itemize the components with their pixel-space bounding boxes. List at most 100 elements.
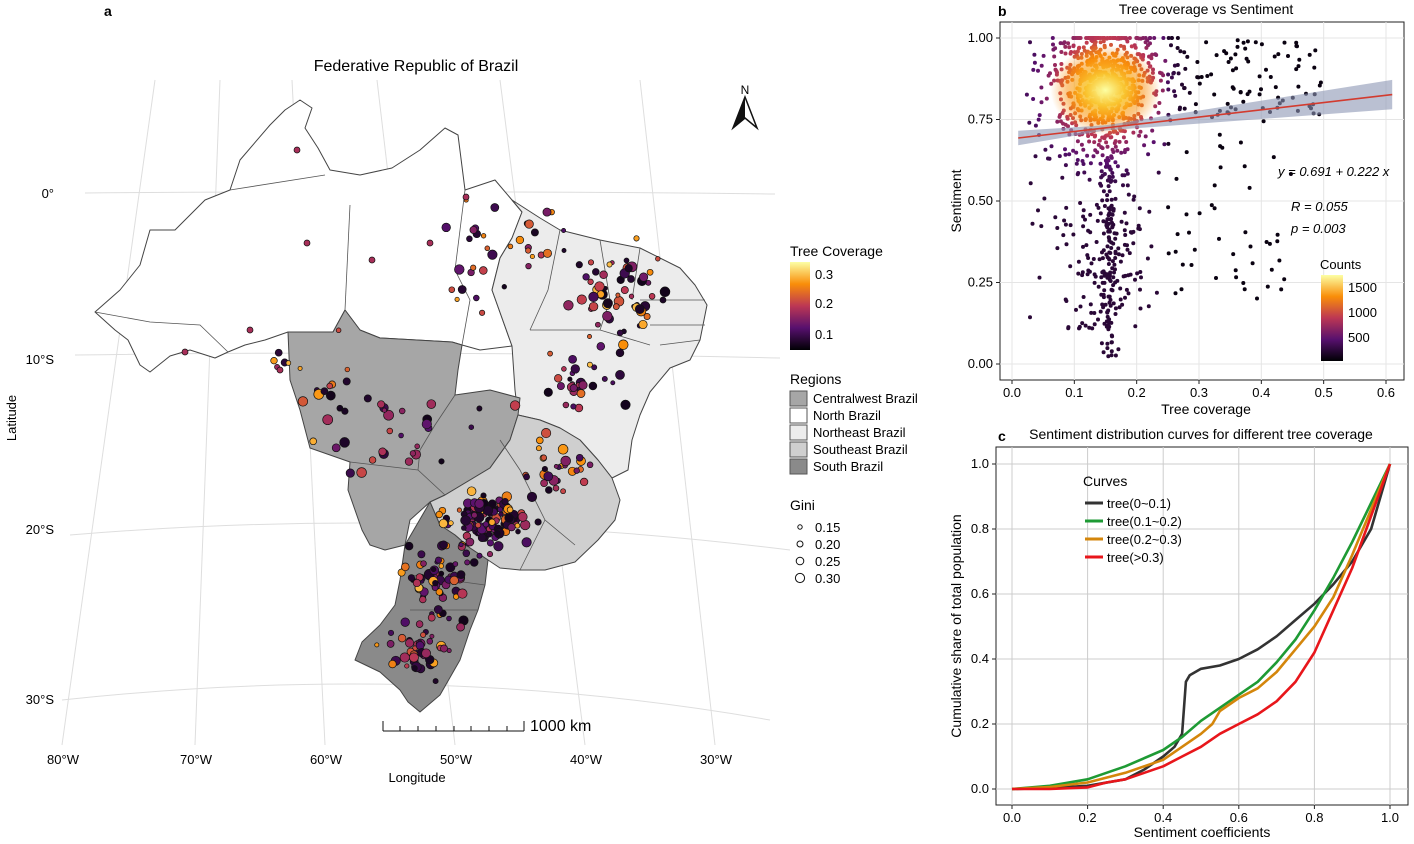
city-point bbox=[576, 294, 587, 305]
city-point bbox=[469, 225, 478, 234]
city-point bbox=[602, 298, 613, 309]
scatter-point bbox=[1039, 85, 1044, 90]
scatter-point bbox=[1064, 242, 1069, 247]
fit-line bbox=[1018, 93, 1393, 139]
scatter-point bbox=[1160, 88, 1165, 93]
scatter-point bbox=[1166, 87, 1171, 92]
scatter-point bbox=[1151, 140, 1156, 145]
gini-legend-circle bbox=[796, 540, 804, 548]
scatter-point bbox=[1108, 251, 1113, 255]
scatter-point bbox=[1107, 300, 1112, 305]
scatter-point bbox=[1055, 226, 1060, 230]
gini-legend-circle bbox=[797, 524, 803, 530]
scatter-point bbox=[1178, 105, 1182, 110]
city-point bbox=[624, 264, 633, 273]
city-point bbox=[615, 292, 621, 298]
lon-tick: 70°W bbox=[180, 752, 213, 767]
city-point bbox=[561, 248, 567, 253]
scatter-point bbox=[1138, 306, 1143, 311]
scatter-point bbox=[1318, 80, 1323, 85]
scatter-point bbox=[1113, 306, 1118, 311]
scatter-point bbox=[1104, 140, 1109, 145]
scatter-point bbox=[1063, 51, 1068, 56]
scatter-point bbox=[1269, 267, 1274, 272]
city-point bbox=[543, 248, 552, 258]
scatter-point bbox=[1118, 286, 1123, 291]
city-point bbox=[420, 560, 427, 567]
scatter-point bbox=[1096, 317, 1100, 322]
scatter-point bbox=[1217, 236, 1221, 241]
scatter-point bbox=[1184, 150, 1189, 155]
region-north bbox=[94, 99, 523, 373]
scatter-point bbox=[1111, 207, 1116, 211]
scatter-point bbox=[1166, 36, 1171, 40]
scatter-x-tick-label: 0.1 bbox=[1065, 385, 1083, 400]
scatter-point bbox=[1171, 70, 1176, 75]
city-point bbox=[514, 522, 521, 529]
scatter-point bbox=[1106, 308, 1111, 313]
scatter-point bbox=[1175, 46, 1180, 50]
scatter-point bbox=[1124, 140, 1129, 144]
city-point bbox=[435, 510, 443, 519]
scatter-point bbox=[1062, 218, 1067, 223]
city-point bbox=[556, 382, 565, 391]
scatter-point bbox=[1187, 90, 1192, 95]
city-point bbox=[501, 497, 509, 506]
scatter-point bbox=[1061, 121, 1065, 126]
city-point bbox=[462, 549, 471, 558]
region-legend-label: Southeast Brazil bbox=[813, 442, 908, 457]
scatter-point bbox=[1107, 189, 1112, 194]
city-point bbox=[368, 456, 377, 464]
scatter-point bbox=[1057, 154, 1062, 159]
city-point bbox=[432, 579, 439, 587]
city-point bbox=[543, 471, 554, 482]
city-point bbox=[573, 467, 580, 474]
scatter-point bbox=[1152, 36, 1157, 40]
scatter-point bbox=[1127, 36, 1132, 40]
region-legend-item: Northeast Brazil bbox=[789, 424, 906, 441]
scatter-point bbox=[1173, 249, 1178, 254]
scatter-point bbox=[1101, 350, 1106, 355]
scatter-point bbox=[1086, 134, 1091, 138]
city-point bbox=[488, 518, 496, 526]
scatter-point bbox=[1118, 297, 1123, 302]
scatter-point bbox=[1088, 212, 1093, 217]
city-point bbox=[480, 492, 487, 499]
lon-tick: 40°W bbox=[570, 752, 603, 767]
map-title: Federative Republic of Brazil bbox=[314, 58, 519, 75]
scatter-point bbox=[1110, 147, 1115, 152]
scatter-point bbox=[1182, 86, 1187, 91]
scatter-point bbox=[1199, 75, 1204, 79]
city-point bbox=[408, 652, 419, 663]
scatter-point bbox=[1146, 152, 1151, 157]
state-border bbox=[530, 329, 651, 346]
scatter-point bbox=[1120, 302, 1125, 307]
scatter-point bbox=[1095, 36, 1100, 40]
scatter-point bbox=[1071, 232, 1076, 237]
scatter-point bbox=[1107, 174, 1112, 179]
city-point bbox=[479, 266, 488, 275]
scatter-point bbox=[1172, 89, 1177, 94]
scatter-point bbox=[1110, 224, 1115, 229]
scatter-point bbox=[1147, 209, 1152, 214]
curves-legend-item: tree(>0.3) bbox=[1085, 550, 1164, 565]
city-point bbox=[595, 321, 601, 328]
gini-legend-label: 0.30 bbox=[815, 571, 840, 586]
curves-x-tick-label: 1.0 bbox=[1381, 810, 1399, 825]
scatter-point bbox=[1112, 231, 1117, 236]
panel-a: a Federative Republic of Brazil bbox=[4, 3, 918, 785]
scatter-point bbox=[1033, 154, 1038, 159]
city-point bbox=[648, 293, 656, 300]
scatter-point bbox=[1106, 229, 1111, 234]
scatter-point bbox=[1150, 128, 1155, 133]
city-point bbox=[429, 633, 435, 639]
scatter-point bbox=[1115, 36, 1120, 41]
scatter-point bbox=[1092, 140, 1097, 145]
curves-x-tick-label: 0.6 bbox=[1230, 810, 1248, 825]
scatter-point bbox=[1241, 281, 1246, 285]
lon-tick: 30°W bbox=[700, 752, 733, 767]
scatter-point bbox=[1121, 183, 1125, 188]
scatter-fit bbox=[1018, 79, 1393, 146]
scatter-point bbox=[1081, 162, 1086, 166]
scatter-point bbox=[1159, 71, 1164, 76]
